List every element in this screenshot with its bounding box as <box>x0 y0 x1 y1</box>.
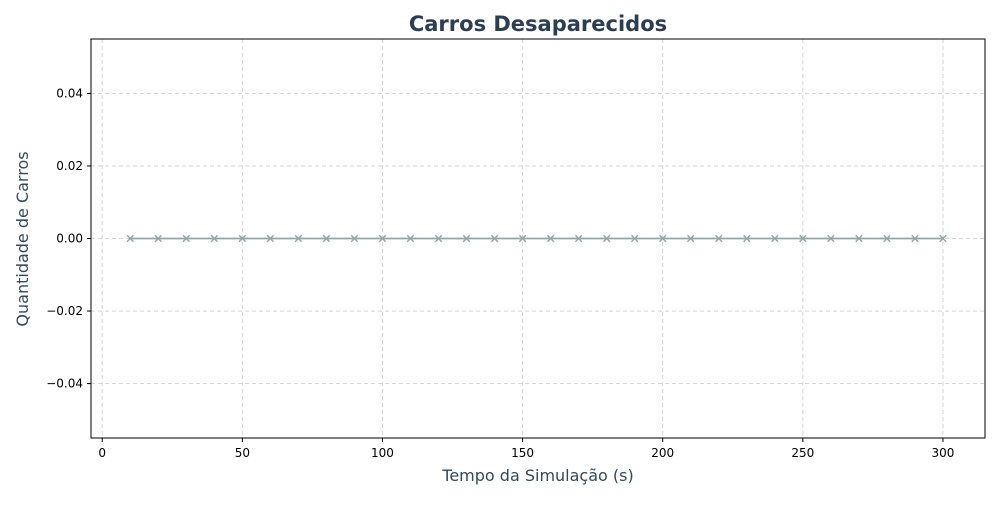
data-point-marker <box>827 234 835 243</box>
y-tick-label: −0.04 <box>46 377 83 391</box>
data-point-marker <box>771 234 779 243</box>
data-point-marker <box>855 234 863 243</box>
x-tick-label: 100 <box>371 446 394 460</box>
y-tick-label: −0.02 <box>46 304 83 318</box>
x-tick-label: 150 <box>511 446 534 460</box>
x-tick-label: 50 <box>235 446 250 460</box>
data-point-marker <box>406 234 415 243</box>
data-point-marker <box>322 234 331 243</box>
data-point-marker <box>154 234 162 243</box>
data-point-marker <box>378 234 387 243</box>
data-point-marker <box>350 234 359 243</box>
data-point-marker <box>630 234 639 243</box>
x-tick-label: 250 <box>791 446 814 460</box>
y-tick-label: 0.00 <box>56 232 83 246</box>
chart-title: Carros Desaparecidos <box>409 12 667 36</box>
x-tick-label: 300 <box>932 446 955 460</box>
data-point-marker <box>294 234 303 243</box>
data-point-marker <box>266 234 275 243</box>
data-point-marker <box>883 234 891 243</box>
x-axis-label: Tempo da Simulação (s) <box>441 466 633 485</box>
y-tick-label: 0.04 <box>56 86 83 100</box>
data-point-marker <box>715 234 723 243</box>
x-axis-ticks: 0 50 100 150 200 250 300 <box>98 438 954 460</box>
data-point-marker <box>210 234 219 243</box>
y-axis-ticks: −0.04 −0.02 0.00 0.02 0.04 <box>46 86 91 391</box>
data-point-marker <box>462 234 471 243</box>
x-tick-label: 200 <box>651 446 674 460</box>
series-layer <box>126 234 947 243</box>
data-point-marker <box>659 234 667 243</box>
x-tick-label: 0 <box>98 446 106 460</box>
data-point-marker <box>434 234 443 243</box>
data-point-marker <box>238 234 247 243</box>
data-point-marker <box>743 234 751 243</box>
data-point-marker <box>490 234 499 243</box>
data-point-marker <box>126 234 134 243</box>
data-point-marker <box>687 234 695 243</box>
data-point-marker <box>518 234 527 243</box>
data-point-marker <box>182 234 190 243</box>
data-point-marker <box>911 234 919 243</box>
y-axis-label: Quantidade de Carros <box>13 151 32 326</box>
data-point-marker <box>602 234 611 243</box>
data-point-marker <box>939 234 947 243</box>
data-point-marker <box>574 234 583 243</box>
y-tick-label: 0.02 <box>56 159 83 173</box>
data-point-marker <box>546 234 555 243</box>
data-point-marker <box>799 234 807 243</box>
